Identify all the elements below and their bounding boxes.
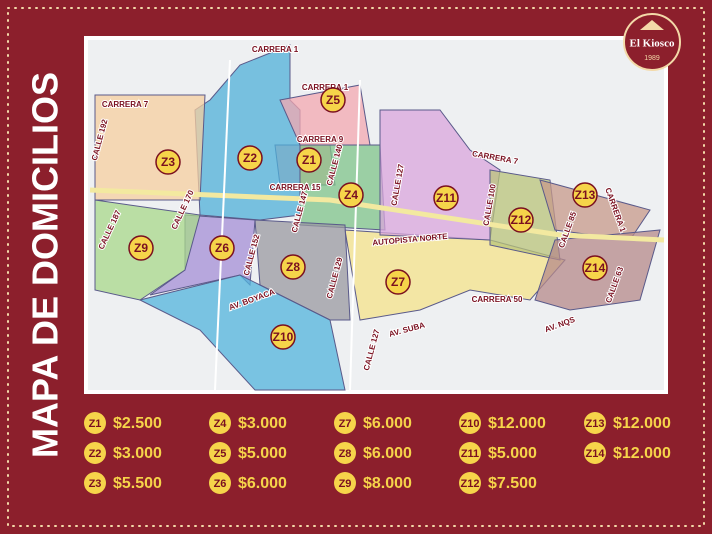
zone-badge — [280, 254, 306, 280]
road — [349, 79, 361, 391]
zone-label: Z2 — [243, 151, 257, 165]
logo-badge — [623, 13, 681, 71]
roads — [89, 59, 665, 391]
price-zone-badge — [209, 472, 231, 494]
zone-badge — [385, 269, 411, 295]
title: MAPA DE DOMICILIOS — [25, 72, 66, 458]
highway — [89, 187, 665, 243]
price-zone: Z14 — [586, 448, 606, 460]
price-zone-badge — [84, 442, 106, 464]
price-value: $12.000 — [613, 415, 671, 432]
zone-area — [94, 94, 206, 201]
zone-badge — [237, 145, 263, 171]
zone-badge — [572, 182, 598, 208]
zone-label: Z9 — [134, 241, 148, 255]
price-zone-badge — [334, 442, 356, 464]
price-zone-badge — [584, 442, 606, 464]
price-value: $6.000 — [238, 475, 287, 492]
zones — [94, 44, 661, 391]
zone-badge — [433, 185, 459, 211]
zone-label: Z4 — [344, 188, 358, 202]
zone-label: Z11 — [436, 191, 456, 205]
price-zone-badge — [84, 472, 106, 494]
dotted-border — [7, 7, 705, 527]
price-zone: Z5 — [214, 448, 227, 460]
price-value: $6.000 — [363, 415, 412, 432]
zone-label: Z3 — [161, 155, 175, 169]
price-zone: Z12 — [461, 478, 480, 490]
zone-label: Z14 — [585, 261, 606, 275]
zone-area — [138, 274, 346, 391]
price-value: $2.500 — [113, 415, 162, 432]
logo-year: 1989 — [644, 55, 660, 62]
price-zone-badge — [459, 442, 481, 464]
price-value: $12.000 — [613, 445, 671, 462]
logo-roof — [640, 20, 664, 30]
street-label: CARRERA 9 — [297, 135, 344, 144]
street-label: CARRERA 1 — [302, 83, 349, 92]
zone-label: Z13 — [575, 188, 596, 202]
price-list: Z1 $2.500 Z2 $3.000 Z3 $5.500 Z4 $3.000 Z5 $5.000… — [84, 412, 671, 494]
zone-badge — [155, 149, 181, 175]
zone-label: Z10 — [273, 330, 294, 344]
price-zone: Z3 — [89, 478, 102, 490]
price-value: $3.000 — [113, 445, 162, 462]
zone-badge — [582, 255, 608, 281]
zone-badge — [209, 235, 235, 261]
price-zone-badge — [459, 472, 481, 494]
price-value: $3.000 — [238, 415, 287, 432]
street-label: CARRERA 50 — [472, 295, 523, 304]
zone-area — [379, 109, 501, 241]
logo: El Kiosco 1989 — [623, 13, 681, 71]
street-label: CARRERA 7 — [102, 100, 149, 109]
zone-label: Z8 — [286, 260, 300, 274]
price-zone: Z6 — [214, 478, 227, 490]
street-label: CARRERA 1 — [252, 45, 299, 54]
zone-label: Z5 — [326, 93, 340, 107]
price-value: $5.000 — [238, 445, 287, 462]
price-zone: Z2 — [89, 448, 102, 460]
zone-badge — [320, 87, 346, 113]
zone-label: Z1 — [302, 153, 316, 167]
price-zone: Z11 — [461, 448, 479, 460]
zone-badge — [508, 207, 534, 233]
zone-badge — [338, 182, 364, 208]
street-label: CARRERA 15 — [270, 183, 321, 192]
price-zone: Z8 — [339, 448, 352, 460]
price-zone: Z4 — [214, 418, 228, 430]
price-value: $5.500 — [113, 475, 162, 492]
price-zone-badge — [209, 412, 231, 434]
price-zone-badge — [334, 412, 356, 434]
price-value: $7.500 — [488, 475, 537, 492]
logo-name: El Kiosco — [630, 38, 675, 50]
zone-badge — [128, 235, 154, 261]
price-zone-badge — [209, 442, 231, 464]
zone-badge — [296, 147, 322, 173]
price-zone-badge — [84, 412, 106, 434]
price-zone: Z9 — [339, 478, 352, 490]
price-value: $6.000 — [363, 445, 412, 462]
price-zone-badge — [459, 412, 481, 434]
price-zone-badge — [334, 472, 356, 494]
zone-label: Z7 — [391, 275, 405, 289]
price-zone: Z7 — [339, 418, 352, 430]
road — [214, 59, 231, 391]
price-value: $12.000 — [488, 415, 546, 432]
zone-labels: Z1 Z2 Z3 Z4 Z5 Z6 Z7 Z8 Z9 Z10 Z11 Z12 Z13 Z14 — [128, 87, 608, 350]
price-zone: Z13 — [586, 418, 605, 430]
zone-badge — [270, 324, 296, 350]
zone-label: Z12 — [511, 213, 532, 227]
price-zone: Z10 — [461, 418, 480, 430]
price-value: $5.000 — [488, 445, 537, 462]
price-zone-badge — [584, 412, 606, 434]
zone-label: Z6 — [215, 241, 229, 255]
price-zone: Z1 — [89, 418, 102, 430]
price-value: $8.000 — [363, 475, 412, 492]
